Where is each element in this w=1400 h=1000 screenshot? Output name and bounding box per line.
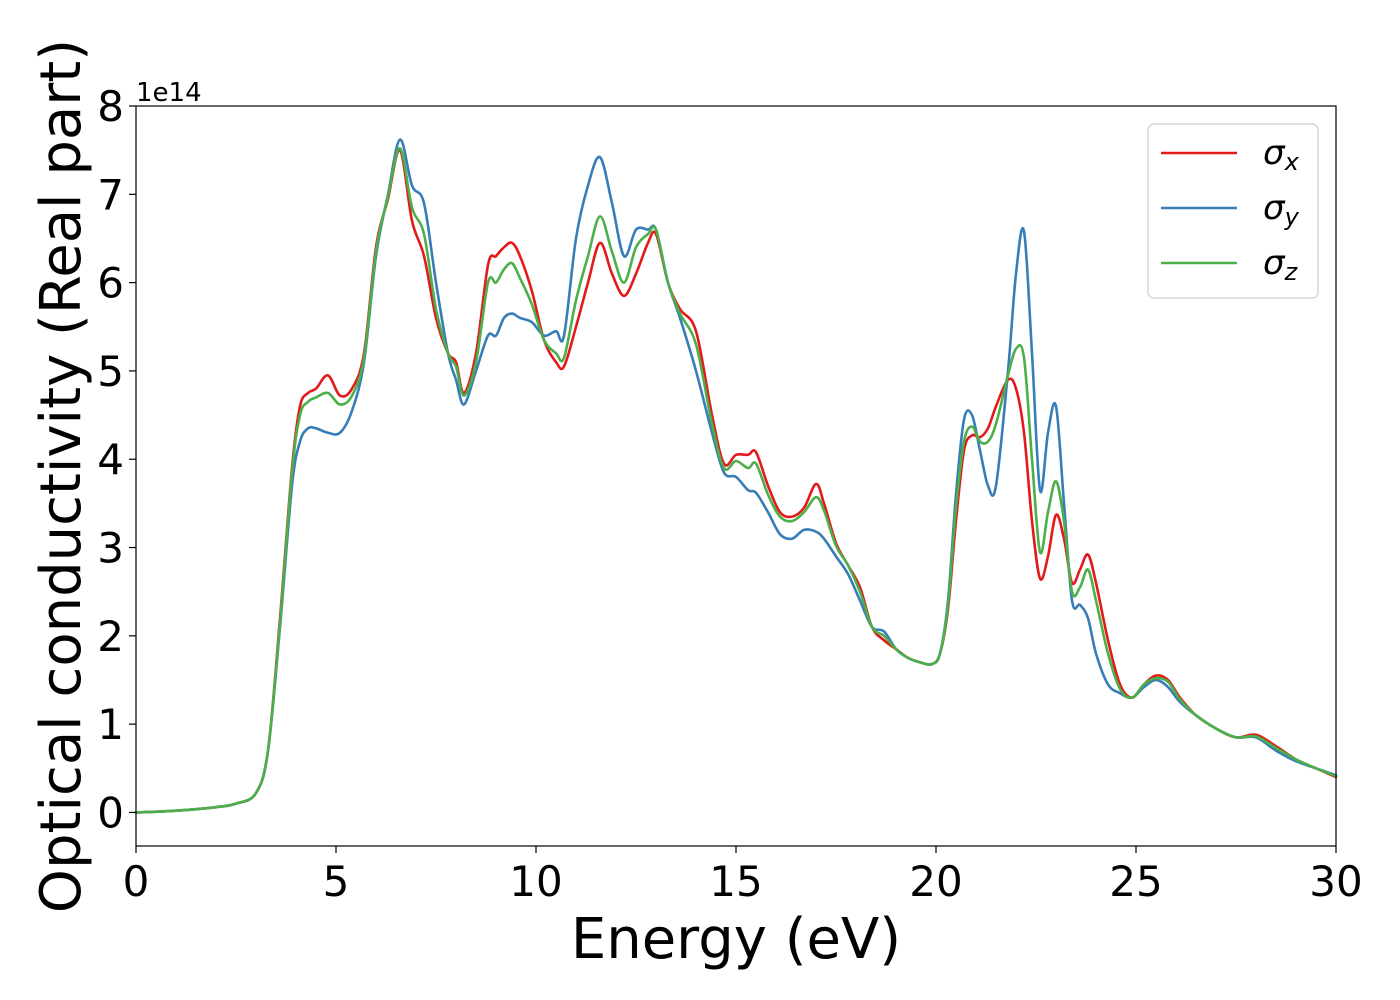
- y-tick-label: 1: [97, 700, 124, 749]
- x-tick-label: 30: [1309, 857, 1362, 906]
- y-tick-label: 2: [97, 612, 124, 661]
- x-tick-label: 15: [709, 857, 762, 906]
- y-tick-label: 7: [97, 170, 124, 219]
- y-tick-label: 8: [97, 82, 124, 131]
- x-axis-label: Energy (eV): [571, 907, 901, 972]
- legend-subscript-z: z: [1284, 258, 1299, 286]
- x-tick-label: 0: [123, 857, 150, 906]
- y-tick-label: 6: [97, 259, 124, 308]
- x-tick-label: 5: [323, 857, 350, 906]
- y-tick-label: 3: [97, 524, 124, 573]
- y-offset-label: 1e14: [136, 78, 202, 108]
- legend-subscript-x: x: [1284, 148, 1300, 176]
- legend-subscript-y: y: [1284, 203, 1300, 231]
- series-layer: [134, 138, 1338, 814]
- x-axis-ticks: 0 5 10 15 20 25 30: [123, 846, 1363, 906]
- legend-frame: [1147, 123, 1319, 299]
- y-axis-ticks: 0 1 2 3 4 5 6 7 8: [97, 82, 136, 837]
- x-tick-label: 25: [1109, 857, 1162, 906]
- y-tick-label: 0: [97, 788, 124, 837]
- x-tick-label: 20: [909, 857, 962, 906]
- x-tick-label: 10: [509, 857, 562, 906]
- y-axis-label: Optical conductivity (Real part): [29, 39, 94, 913]
- y-tick-label: 5: [97, 347, 124, 396]
- series-line-z: [134, 147, 1338, 814]
- y-tick-label: 4: [97, 435, 124, 484]
